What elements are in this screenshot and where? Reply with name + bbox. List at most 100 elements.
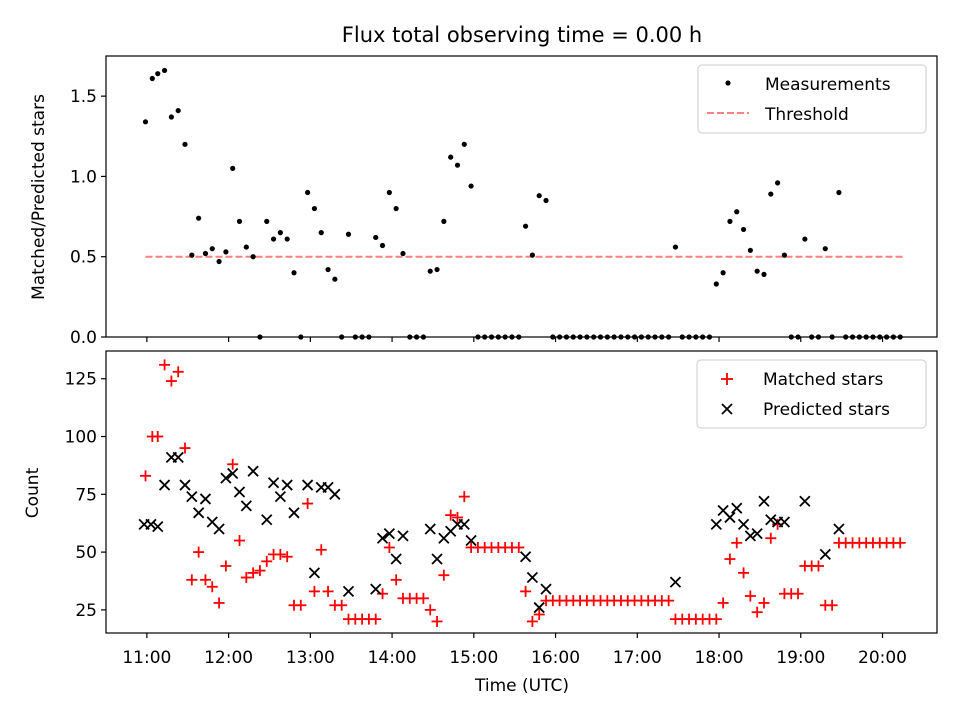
matched-star-point xyxy=(213,597,225,609)
predicted-star-point xyxy=(342,585,355,598)
measurement-point xyxy=(720,270,726,276)
matched-star-point xyxy=(458,491,470,503)
measurement-point xyxy=(202,250,209,257)
predicted-star-point xyxy=(751,527,763,540)
measurement-point xyxy=(149,75,155,82)
matched-star-point xyxy=(438,569,450,581)
matched-star-point xyxy=(731,537,743,549)
predicted-star-point xyxy=(744,530,757,542)
measurement-point xyxy=(142,119,149,125)
top-panel: 0.0 0.5 1.0 1.5 Matched/Predicted stars Mea… xyxy=(29,55,938,348)
matched-star-point xyxy=(744,590,756,602)
predicted-star-point xyxy=(778,516,791,528)
matched-star-point xyxy=(520,585,532,597)
measurement-point xyxy=(727,218,733,224)
measurement-point xyxy=(448,154,454,160)
matched-star-point xyxy=(199,574,211,586)
predicted-star-point xyxy=(424,523,436,535)
x-tick-label: 13:00 xyxy=(286,648,335,668)
matched-star-point xyxy=(533,609,545,621)
measurement-point xyxy=(161,67,168,74)
predicted-star-point xyxy=(731,502,743,514)
measurement-point xyxy=(672,244,679,250)
bottom-y-tick-label: 125 xyxy=(65,370,97,390)
legend-matched-label: Matched stars xyxy=(763,370,883,390)
measurement-point xyxy=(318,230,324,236)
matched-star-point xyxy=(308,585,320,597)
bottom-legend-box xyxy=(696,359,927,429)
measurement-point xyxy=(802,236,808,242)
predicted-star-point xyxy=(765,514,777,526)
measurement-point xyxy=(781,252,788,258)
bottom-y-tick-label: 25 xyxy=(75,601,97,621)
measurement-point xyxy=(189,252,195,258)
measurement-point xyxy=(243,244,249,250)
predicted-star-point xyxy=(179,479,191,491)
predicted-star-point xyxy=(390,553,402,565)
x-tick-label: 14:00 xyxy=(368,648,417,668)
measurement-point xyxy=(264,218,270,224)
measurement-point xyxy=(822,246,828,252)
measurement-point xyxy=(522,223,529,229)
measurement-point xyxy=(386,189,392,196)
matched-star-point xyxy=(152,431,164,443)
measurement-point xyxy=(216,258,222,265)
top-y-tick-label: 1.5 xyxy=(70,87,97,107)
predicted-star-point xyxy=(192,507,205,519)
matched-star-point xyxy=(261,555,273,567)
predicted-star-point xyxy=(533,601,545,614)
predicted-star-point xyxy=(669,576,682,588)
matched-star-point xyxy=(751,606,763,618)
measurement-point xyxy=(379,242,386,249)
matched-star-point xyxy=(302,498,314,510)
bottom-plot-marks xyxy=(138,359,906,627)
measurement-point xyxy=(747,247,753,253)
measurement-point xyxy=(270,236,277,242)
matched-star-point xyxy=(417,592,429,604)
matched-star-point xyxy=(383,541,395,553)
predicted-star-point xyxy=(247,465,259,477)
predicted-star-point xyxy=(145,518,157,530)
matched-star-point xyxy=(390,574,402,586)
measurement-point xyxy=(536,193,542,199)
predicted-star-point xyxy=(799,495,811,507)
matched-star-point xyxy=(526,615,538,627)
measurement-point xyxy=(175,107,181,114)
predicted-star-point xyxy=(758,495,770,507)
top-panel-frame xyxy=(105,55,938,338)
predicted-star-point xyxy=(370,583,382,595)
predicted-star-point xyxy=(737,518,750,530)
predicted-star-point xyxy=(281,479,293,491)
predicted-star-point xyxy=(519,551,532,563)
matched-star-point xyxy=(240,572,252,584)
matched-star-point xyxy=(274,548,286,560)
predicted-star-point xyxy=(819,548,831,561)
predicted-star-point xyxy=(213,523,225,535)
measurement-point xyxy=(754,268,760,274)
measurement-point xyxy=(196,215,202,221)
predicted-star-point xyxy=(199,493,212,505)
predicted-star-point xyxy=(383,527,395,540)
matched-star-point xyxy=(186,574,198,586)
matched-star-point xyxy=(826,599,838,611)
legend-measurements-label: Measurements xyxy=(765,75,891,95)
matched-star-point xyxy=(710,613,722,625)
top-axes-ticks: 0.0 0.5 1.0 1.5 xyxy=(70,87,884,348)
measurement-point xyxy=(277,230,283,236)
measurement-point xyxy=(468,183,474,189)
matched-star-point xyxy=(247,567,259,579)
matched-star-point xyxy=(717,597,729,609)
measurement-point xyxy=(155,71,161,77)
x-tick-label: 17:00 xyxy=(613,648,662,668)
matched-star-point xyxy=(234,535,246,547)
measurement-point xyxy=(393,205,399,212)
legend-predicted-marker xyxy=(721,403,733,415)
measurement-point xyxy=(168,114,174,120)
matched-star-point xyxy=(193,546,205,558)
predicted-star-point xyxy=(526,571,539,584)
bottom-panel-frame xyxy=(105,350,938,634)
measurement-point xyxy=(454,162,461,168)
measurement-point xyxy=(230,165,236,171)
matched-star-point xyxy=(513,541,525,553)
top-plot-marks xyxy=(142,67,903,340)
